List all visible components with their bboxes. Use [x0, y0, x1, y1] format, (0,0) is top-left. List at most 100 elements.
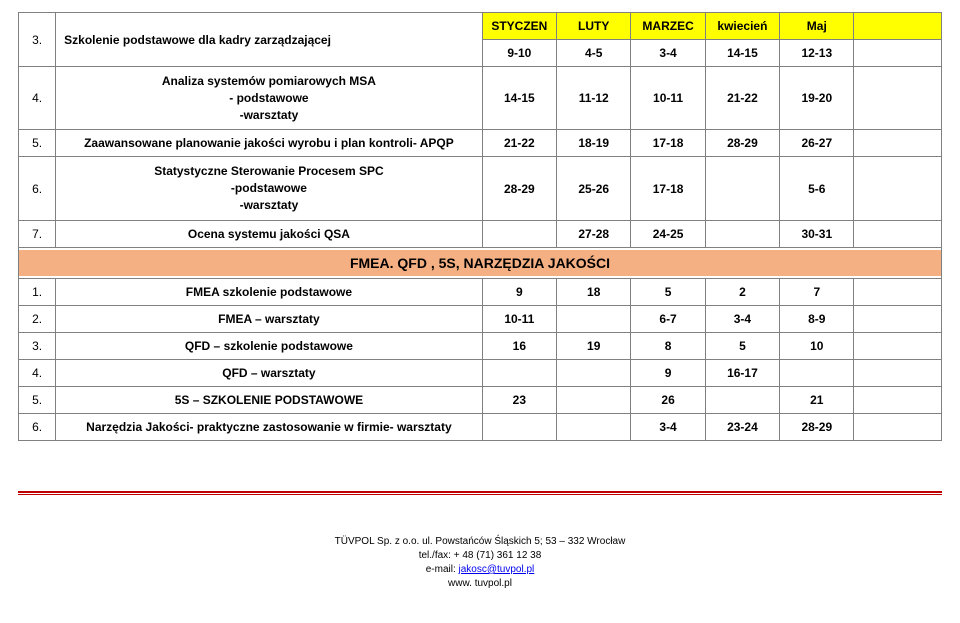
- cell: 18: [557, 278, 631, 305]
- cell: [705, 386, 779, 413]
- cell: [780, 359, 854, 386]
- cell: 10-11: [482, 305, 556, 332]
- row-desc: QFD – warsztaty: [56, 359, 483, 386]
- table-row: 7. Ocena systemu jakości QSA 27-28 24-25…: [19, 220, 942, 247]
- cell: 9: [482, 278, 556, 305]
- cell: 28-29: [780, 413, 854, 440]
- cell: 10-11: [631, 67, 705, 130]
- table-row: 2. FMEA – warsztaty 10-11 6-7 3-4 8-9: [19, 305, 942, 332]
- cell: 5: [631, 278, 705, 305]
- footer-email-label: e-mail:: [426, 564, 459, 575]
- footer: TÜVPOL Sp. z o.o. ul. Powstańców Śląskic…: [18, 535, 942, 591]
- footer-line: TÜVPOL Sp. z o.o. ul. Powstańców Śląskic…: [18, 535, 942, 549]
- footer-rule: [18, 491, 942, 495]
- cell: [854, 413, 942, 440]
- cell: 17-18: [631, 157, 705, 220]
- row-desc: Szkolenie podstawowe dla kadry zarządzaj…: [56, 13, 483, 67]
- cell: 28-29: [482, 157, 556, 220]
- cell: 4-5: [557, 40, 631, 67]
- footer-line: e-mail: jakosc@tuvpol.pl: [18, 563, 942, 577]
- cell: [557, 305, 631, 332]
- cell: 16-17: [705, 359, 779, 386]
- table-row: 4. QFD – warsztaty 9 16-17: [19, 359, 942, 386]
- cell: 10: [780, 332, 854, 359]
- row-number: 3.: [19, 13, 56, 67]
- cell: 19: [557, 332, 631, 359]
- row-desc: 5S – SZKOLENIE PODSTAWOWE: [56, 386, 483, 413]
- cell: 11-12: [557, 67, 631, 130]
- row-desc: QFD – szkolenie podstawowe: [56, 332, 483, 359]
- cell: 8-9: [780, 305, 854, 332]
- cell: 21-22: [705, 67, 779, 130]
- cell: [705, 220, 779, 247]
- cell: 17-18: [631, 130, 705, 157]
- cell: 19-20: [780, 67, 854, 130]
- row-number: 5.: [19, 386, 56, 413]
- cell: [482, 220, 556, 247]
- table-row: 5. 5S – SZKOLENIE PODSTAWOWE 23 26 21: [19, 386, 942, 413]
- cell: 9: [631, 359, 705, 386]
- cell: [482, 413, 556, 440]
- cell: [854, 157, 942, 220]
- table-row: 6. Statystyczne Sterowanie Procesem SPC …: [19, 157, 942, 220]
- table-row: 3. Szkolenie podstawowe dla kadry zarząd…: [19, 13, 942, 40]
- cell: 26-27: [780, 130, 854, 157]
- cell: [854, 386, 942, 413]
- cell: [705, 157, 779, 220]
- row-number: 7.: [19, 220, 56, 247]
- row-number: 4.: [19, 67, 56, 130]
- cell: 7: [780, 278, 854, 305]
- schedule-table: 3. Szkolenie podstawowe dla kadry zarząd…: [18, 12, 942, 441]
- month-header: Maj: [780, 13, 854, 40]
- cell: 6-7: [631, 305, 705, 332]
- cell: 3-4: [631, 413, 705, 440]
- row-number: 4.: [19, 359, 56, 386]
- month-header: MARZEC: [631, 13, 705, 40]
- cell: 12-13: [780, 40, 854, 67]
- cell: 21-22: [482, 130, 556, 157]
- cell: [854, 130, 942, 157]
- cell: 26: [631, 386, 705, 413]
- cell: [854, 40, 942, 67]
- cell: 9-10: [482, 40, 556, 67]
- cell: [854, 332, 942, 359]
- section-cell: FMEA. QFD , 5S, NARZĘDZIA JAKOŚCI: [19, 247, 942, 278]
- row-desc: Statystyczne Sterowanie Procesem SPC -po…: [56, 157, 483, 220]
- row-number: 6.: [19, 413, 56, 440]
- table-row: 6. Narzędzia Jakości- praktyczne zastoso…: [19, 413, 942, 440]
- cell: 21: [780, 386, 854, 413]
- cell: [557, 386, 631, 413]
- month-header: STYCZEN: [482, 13, 556, 40]
- cell: 23: [482, 386, 556, 413]
- cell: 3-4: [705, 305, 779, 332]
- footer-line: tel./fax: + 48 (71) 361 12 38: [18, 549, 942, 563]
- row-number: 6.: [19, 157, 56, 220]
- cell: 16: [482, 332, 556, 359]
- row-desc: Narzędzia Jakości- praktyczne zastosowan…: [56, 413, 483, 440]
- cell: 8: [631, 332, 705, 359]
- cell: [482, 359, 556, 386]
- footer-email-link[interactable]: jakosc@tuvpol.pl: [459, 564, 535, 575]
- row-desc: Ocena systemu jakości QSA: [56, 220, 483, 247]
- cell: 23-24: [705, 413, 779, 440]
- row-desc: FMEA – warsztaty: [56, 305, 483, 332]
- row-desc: FMEA szkolenie podstawowe: [56, 278, 483, 305]
- cell: 14-15: [705, 40, 779, 67]
- row-number: 1.: [19, 278, 56, 305]
- month-header: kwiecień: [705, 13, 779, 40]
- month-header: LUTY: [557, 13, 631, 40]
- footer-line: www. tuvpol.pl: [18, 577, 942, 591]
- cell: 28-29: [705, 130, 779, 157]
- cell: [854, 67, 942, 130]
- cell: 30-31: [780, 220, 854, 247]
- table-row: 5. Zaawansowane planowanie jakości wyrob…: [19, 130, 942, 157]
- cell: [557, 413, 631, 440]
- cell: [854, 220, 942, 247]
- cell: 2: [705, 278, 779, 305]
- cell: 27-28: [557, 220, 631, 247]
- row-number: 3.: [19, 332, 56, 359]
- cell: 14-15: [482, 67, 556, 130]
- table-row: 1. FMEA szkolenie podstawowe 9 18 5 2 7: [19, 278, 942, 305]
- cell: 3-4: [631, 40, 705, 67]
- cell: 5-6: [780, 157, 854, 220]
